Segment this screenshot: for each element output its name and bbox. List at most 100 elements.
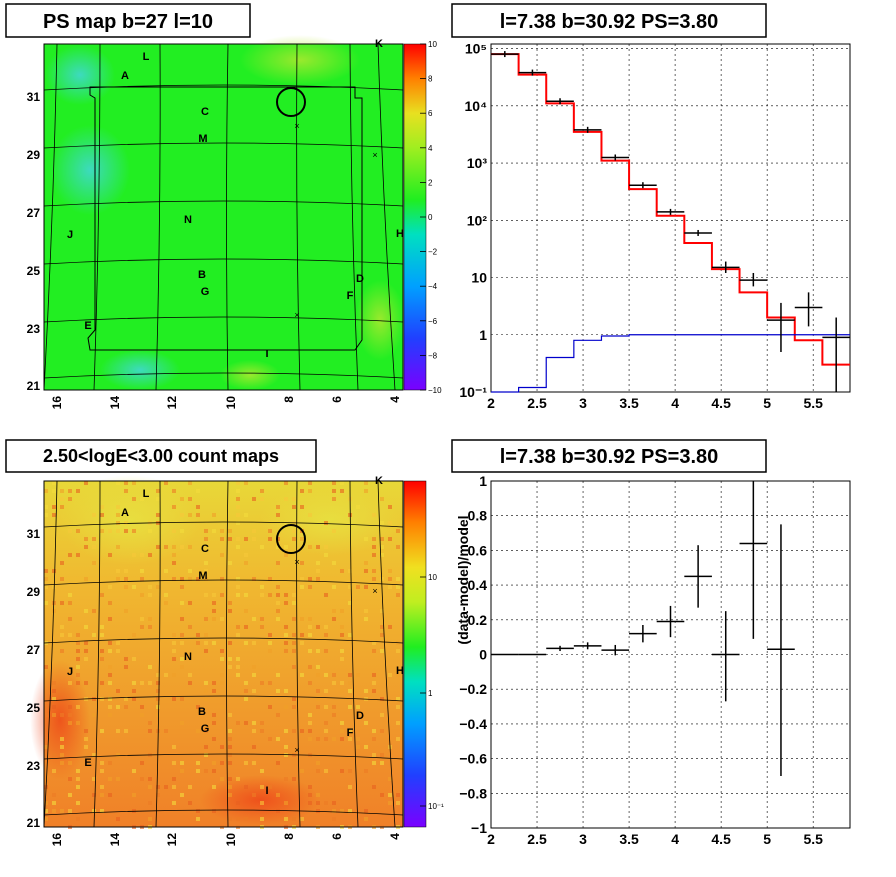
count-map-pixel <box>116 649 120 653</box>
count-map-pixel <box>356 705 360 709</box>
count-map-pixel <box>212 593 216 597</box>
count-map-pixel <box>100 697 104 701</box>
count-map-pixel <box>276 793 280 797</box>
count-map-pixel <box>364 617 368 621</box>
count-map-pixel <box>188 601 192 605</box>
count-map-pixel <box>300 633 304 637</box>
count-map-pixel <box>188 513 192 517</box>
count-map-pixel <box>268 537 272 541</box>
count-map-pixel <box>52 569 56 573</box>
count-map-pixel <box>108 681 112 685</box>
count-map-pixel <box>100 785 104 789</box>
count-map-pixel <box>268 641 272 645</box>
count-map-pixel <box>132 633 136 637</box>
count-map-pixel <box>284 801 288 805</box>
y-tick-label: 21 <box>27 816 41 830</box>
count-map-pixel <box>68 529 72 533</box>
count-map-pixel <box>292 617 296 621</box>
count-map-pixel <box>196 761 200 765</box>
count-map-pixel <box>212 809 216 813</box>
count-map-pixel <box>316 761 320 765</box>
count-map-pixel <box>244 689 248 693</box>
count-map-pixel <box>228 561 232 565</box>
count-map-pixel <box>92 777 96 781</box>
count-map-pixel <box>284 593 288 597</box>
count-map-pixel <box>52 697 56 701</box>
count-map-pixel <box>76 553 80 557</box>
count-map-pixel <box>84 729 88 733</box>
count-map-pixel <box>76 785 80 789</box>
count-map-pixel <box>260 817 264 821</box>
x-tick-label: 10 <box>224 396 238 410</box>
count-map-pixel <box>212 769 216 773</box>
count-map-pixel <box>228 601 232 605</box>
count-map-pixel <box>228 737 232 741</box>
count-map-pixel <box>316 649 320 653</box>
count-map-pixel <box>228 529 232 533</box>
count-map-pixel <box>172 745 176 749</box>
count-map-pixel <box>284 777 288 781</box>
count-map-pixel <box>108 601 112 605</box>
x-tick-label: 6 <box>330 833 344 840</box>
count-map-pixel <box>236 577 240 581</box>
count-map-pixel <box>92 609 96 613</box>
count-map-pixel <box>124 521 128 525</box>
colorbar-tick-label: −8 <box>428 351 438 360</box>
count-map-pixel <box>68 601 72 605</box>
count-map-pixel <box>204 729 208 733</box>
count-map-pixel <box>332 681 336 685</box>
x-tick-label: 4 <box>388 833 402 840</box>
count-map-pixel <box>380 713 384 717</box>
grid-latitude-line <box>43 316 404 323</box>
count-map-pixel <box>148 529 152 533</box>
count-map-pixel <box>140 705 144 709</box>
count-map-pixel <box>100 769 104 773</box>
y-tick-label: 23 <box>27 759 41 773</box>
count-map-pixel <box>284 649 288 653</box>
count-map-pixel <box>108 665 112 669</box>
region-label: L <box>143 51 150 63</box>
residual-x-tick-label: 5 <box>763 831 771 847</box>
count-map-pixel <box>124 697 128 701</box>
count-map-pixel <box>100 657 104 661</box>
count-map-pixel <box>396 577 400 581</box>
count-map-pixel <box>300 489 304 493</box>
count-map-pixel <box>204 769 208 773</box>
x-tick-label: 12 <box>165 833 179 847</box>
grid-latitude-line <box>43 200 404 207</box>
count-map-pixel <box>148 681 152 685</box>
ps-map-yellow-region <box>220 360 280 390</box>
count-map-pixel <box>220 617 224 621</box>
count-map-pixel <box>100 761 104 765</box>
count-map-pixel <box>388 673 392 677</box>
count-map-pixel <box>108 777 112 781</box>
count-map-pixel <box>324 625 328 629</box>
count-map-pixel <box>116 481 120 485</box>
count-map-pixel <box>60 745 64 749</box>
count-map-pixel <box>188 545 192 549</box>
x-tick-label: 8 <box>282 833 296 840</box>
count-map-pixel <box>76 657 80 661</box>
count-map-pixel <box>276 689 280 693</box>
count-map-pixel <box>156 497 160 501</box>
count-map-pixel <box>372 689 376 693</box>
count-map-pixel <box>172 489 176 493</box>
count-map-pixel <box>180 697 184 701</box>
count-map-pixel <box>140 625 144 629</box>
count-map-pixel <box>220 761 224 765</box>
count-map-pixel <box>108 713 112 717</box>
y-tick-label: 27 <box>27 206 41 220</box>
count-map-pixel <box>308 625 312 629</box>
count-map-colorbar-ticks: 10 1 10⁻¹ <box>420 573 444 811</box>
count-map-pixel <box>332 801 336 805</box>
count-map-pixel <box>252 721 256 725</box>
count-map-pixel <box>252 793 256 797</box>
count-map-pixel <box>276 673 280 677</box>
colorbar-tick-label: 10 <box>428 573 437 582</box>
count-map-pixel <box>204 745 208 749</box>
residual-y-tick-label: 0 <box>479 647 487 663</box>
count-map-pixel <box>308 681 312 685</box>
grid-longitude-line <box>349 480 359 828</box>
